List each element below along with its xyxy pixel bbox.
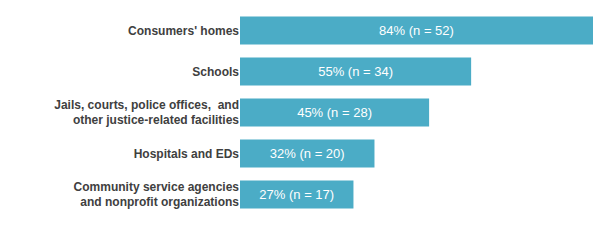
svg-text:55% (n = 34): 55% (n = 34) [318, 64, 393, 79]
svg-text:Jails, courts, police offices,: Jails, courts, police offices, andother … [54, 98, 239, 128]
svg-text:Consumers' homes: Consumers' homes [128, 24, 239, 38]
svg-text:Schools: Schools [192, 65, 239, 79]
svg-text:45% (n = 28): 45% (n = 28) [297, 105, 372, 120]
svg-text:Hospitals and EDs: Hospitals and EDs [134, 147, 240, 161]
svg-text:Community service agenciesand: Community service agenciesand nonprofit … [74, 180, 240, 210]
svg-text:84% (n = 52): 84% (n = 52) [379, 23, 454, 38]
svg-text:27% (n = 17): 27% (n = 17) [259, 187, 334, 202]
svg-text:32% (n = 20): 32% (n = 20) [270, 146, 345, 161]
